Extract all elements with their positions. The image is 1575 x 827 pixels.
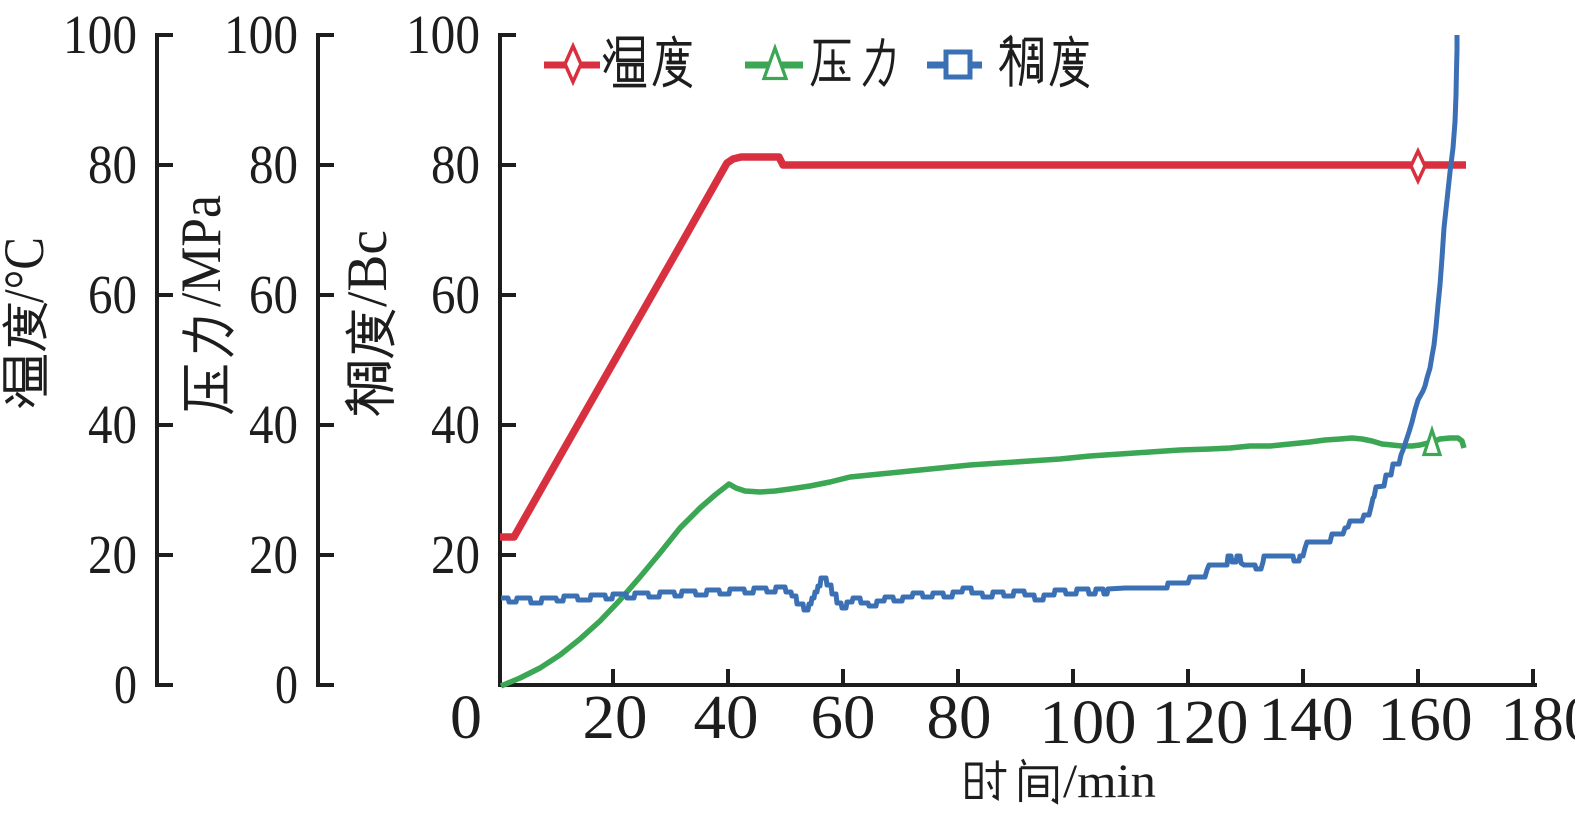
svg-text:20: 20 [249,524,298,585]
svg-text:0: 0 [275,654,298,715]
svg-text:/MPa: /MPa [170,195,233,307]
svg-text:100: 100 [1040,689,1137,757]
svg-text:80: 80 [431,134,480,195]
svg-text:0: 0 [450,684,482,752]
svg-text:120: 120 [1152,689,1249,757]
svg-text:100: 100 [406,4,480,65]
svg-text:140: 140 [1259,686,1354,754]
svg-text:40: 40 [88,394,137,455]
svg-text:20: 20 [583,684,648,752]
svg-text:80: 80 [88,134,137,195]
svg-text:0: 0 [114,654,137,715]
svg-text:/Bc: /Bc [336,230,399,307]
svg-text:/°C: /°C [0,237,56,303]
svg-text:160: 160 [1378,686,1473,754]
svg-text:40: 40 [431,394,480,455]
svg-text:40: 40 [249,394,298,455]
svg-text:20: 20 [88,524,137,585]
svg-text:60: 60 [431,264,480,325]
svg-text:20: 20 [431,524,480,585]
svg-text:60: 60 [249,264,298,325]
svg-text:180: 180 [1501,686,1575,754]
svg-text:60: 60 [811,684,876,752]
svg-text:100: 100 [63,4,137,65]
svg-text:100: 100 [224,4,298,65]
svg-text:80: 80 [927,684,992,752]
svg-text:/min: /min [1063,755,1156,808]
svg-text:40: 40 [694,684,759,752]
svg-text:60: 60 [88,264,137,325]
svg-text:80: 80 [249,134,298,195]
